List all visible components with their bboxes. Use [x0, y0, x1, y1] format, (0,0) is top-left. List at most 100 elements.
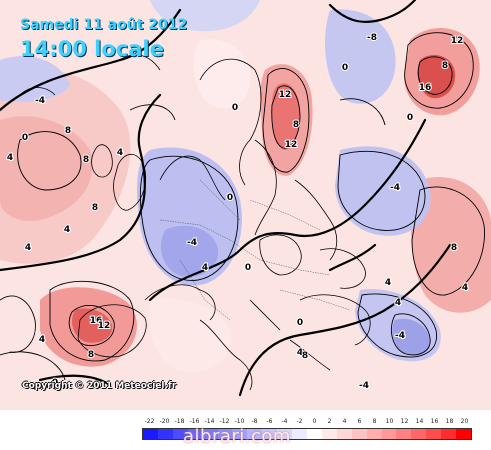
legend-swatch — [143, 429, 158, 439]
label-0-north-sea: 0 — [342, 63, 348, 73]
legend-tick-label: 16 — [430, 418, 439, 425]
label-neg4-west: -4 — [35, 96, 45, 106]
borders — [159, 179, 351, 321]
label-12-iberia: 12 — [98, 321, 111, 331]
legend-swatch — [441, 429, 457, 439]
legend-swatch — [247, 429, 263, 439]
legend-swatch — [202, 429, 218, 439]
label-neg8-north: -8 — [367, 33, 377, 43]
label-neg4-south: -4 — [359, 381, 369, 391]
neutral-patch-alps — [149, 298, 232, 373]
legend-tick-label: -14 — [204, 418, 215, 425]
legend-tick-label: -20 — [159, 418, 170, 425]
label-12-russia: 12 — [451, 36, 464, 46]
legend-swatch — [396, 429, 412, 439]
legend-tick-label: -18 — [174, 418, 185, 425]
label-8-south: 8 — [302, 351, 308, 361]
legend-swatch — [321, 429, 337, 439]
thin-contours — [0, 32, 486, 381]
legend-swatch — [306, 429, 322, 439]
legend-tick-label: -16 — [189, 418, 200, 425]
label-4-atlantic: 4 — [7, 153, 13, 163]
cool-field-north — [325, 9, 396, 104]
label-0-atlantic: 0 — [22, 133, 28, 143]
legend-tick-label: 2 — [327, 418, 332, 425]
hot-core-scandinavia — [272, 83, 300, 150]
label-4-east: 4 — [462, 283, 468, 293]
legend-tick-label: 10 — [385, 418, 394, 425]
neutral-patch-north — [193, 39, 251, 109]
legend-tick-label: 20 — [460, 418, 469, 425]
label-8-atlantic-b: 8 — [83, 155, 89, 165]
legend-tick-label: 14 — [415, 418, 424, 425]
label-neg4-baltic: -4 — [390, 183, 400, 193]
cool-field-north-sea — [0, 56, 70, 102]
label-0-balkans: 0 — [297, 318, 303, 328]
legend-tick-label: -2 — [296, 418, 303, 425]
label-4-iberia: 4 — [39, 335, 45, 345]
watermark-text: albrari.com — [183, 426, 291, 447]
legend-tick-label: -22 — [144, 418, 155, 425]
label-12-scandinavia: 12 — [279, 90, 292, 100]
label-0-sw: 0 — [52, 378, 58, 388]
hot-core-russia — [417, 54, 456, 99]
legend-tick-label: -12 — [219, 418, 230, 425]
legend-swatch — [277, 429, 293, 439]
label-4-balkans-b: 4 — [395, 298, 401, 308]
legend-swatch — [262, 429, 278, 439]
map-time-title: 14:00 locale — [20, 37, 164, 61]
label-0-north: 0 — [232, 103, 238, 113]
label-16-iberia: 16 — [90, 316, 103, 326]
label-4-south: 4 — [297, 348, 303, 358]
legend-tick-label: 12 — [400, 418, 409, 425]
label-0-east: 0 — [407, 113, 413, 123]
label-8-east: 8 — [451, 243, 457, 253]
label-neg4-black-sea: -4 — [395, 331, 405, 341]
contour-labels: 12 8 12 16 12 8 16 12 8 8 8 4 4 8 4 8 4 … — [6, 32, 469, 392]
legend-tick-label: 18 — [445, 418, 454, 425]
legend-swatch — [426, 429, 442, 439]
thick-contours — [0, 0, 452, 397]
legend-tick-label: 0 — [312, 418, 317, 425]
legend-swatch — [187, 429, 203, 439]
label-4-nw: 4 — [25, 243, 31, 253]
copyright-notice: Copyright © 2011 Meteociel.fr — [22, 381, 177, 391]
legend-swatch — [336, 429, 352, 439]
label-8-atlantic: 8 — [65, 126, 71, 136]
legend-color-bar — [142, 428, 472, 440]
cool-field-baltic — [335, 146, 431, 236]
label-0-alps: 0 — [245, 263, 251, 273]
legend-tick-label: 8 — [372, 418, 377, 425]
label-0-central: 0 — [227, 193, 233, 203]
legend-swatch — [351, 429, 367, 439]
legend-swatch — [217, 429, 233, 439]
label-8-russia: 8 — [442, 61, 448, 71]
color-scale-legend: -22 -20 -18 -16 -14 -12 -10 -8 -6 -4 -2 0 2 4 6 8 10 12 14… — [142, 418, 472, 446]
label-16-russia: 16 — [419, 83, 432, 93]
label-8-scandinavia: 8 — [293, 120, 299, 130]
legend-swatch — [411, 429, 427, 439]
legend-tick-label: -10 — [234, 418, 245, 425]
legend-swatch — [366, 429, 382, 439]
label-4-central: 4 — [202, 263, 208, 273]
legend-swatch — [456, 429, 471, 439]
legend-tick-label: -4 — [281, 418, 288, 425]
map-date-title: Samedi 11 août 2012 — [20, 17, 188, 33]
legend-tick-label: -8 — [251, 418, 258, 425]
coastlines — [19, 54, 371, 391]
label-4-west: 4 — [64, 225, 70, 235]
legend-swatch — [232, 429, 248, 439]
label-neg4-central: -4 — [187, 238, 197, 248]
legend-tick-label: 4 — [342, 418, 347, 425]
label-4-balkans: 4 — [385, 278, 391, 288]
legend-swatch — [157, 429, 173, 439]
label-12-scandinavia-b: 12 — [285, 140, 298, 150]
cool-field-arctic — [150, 0, 260, 32]
legend-swatch — [292, 429, 307, 439]
cool-spot-ukraine — [392, 318, 431, 356]
cool-core-central-europe — [161, 225, 219, 277]
legend-tick-label: 6 — [357, 418, 362, 425]
label-8-iberia: 8 — [88, 350, 94, 360]
label-4-north: 4 — [117, 148, 123, 158]
